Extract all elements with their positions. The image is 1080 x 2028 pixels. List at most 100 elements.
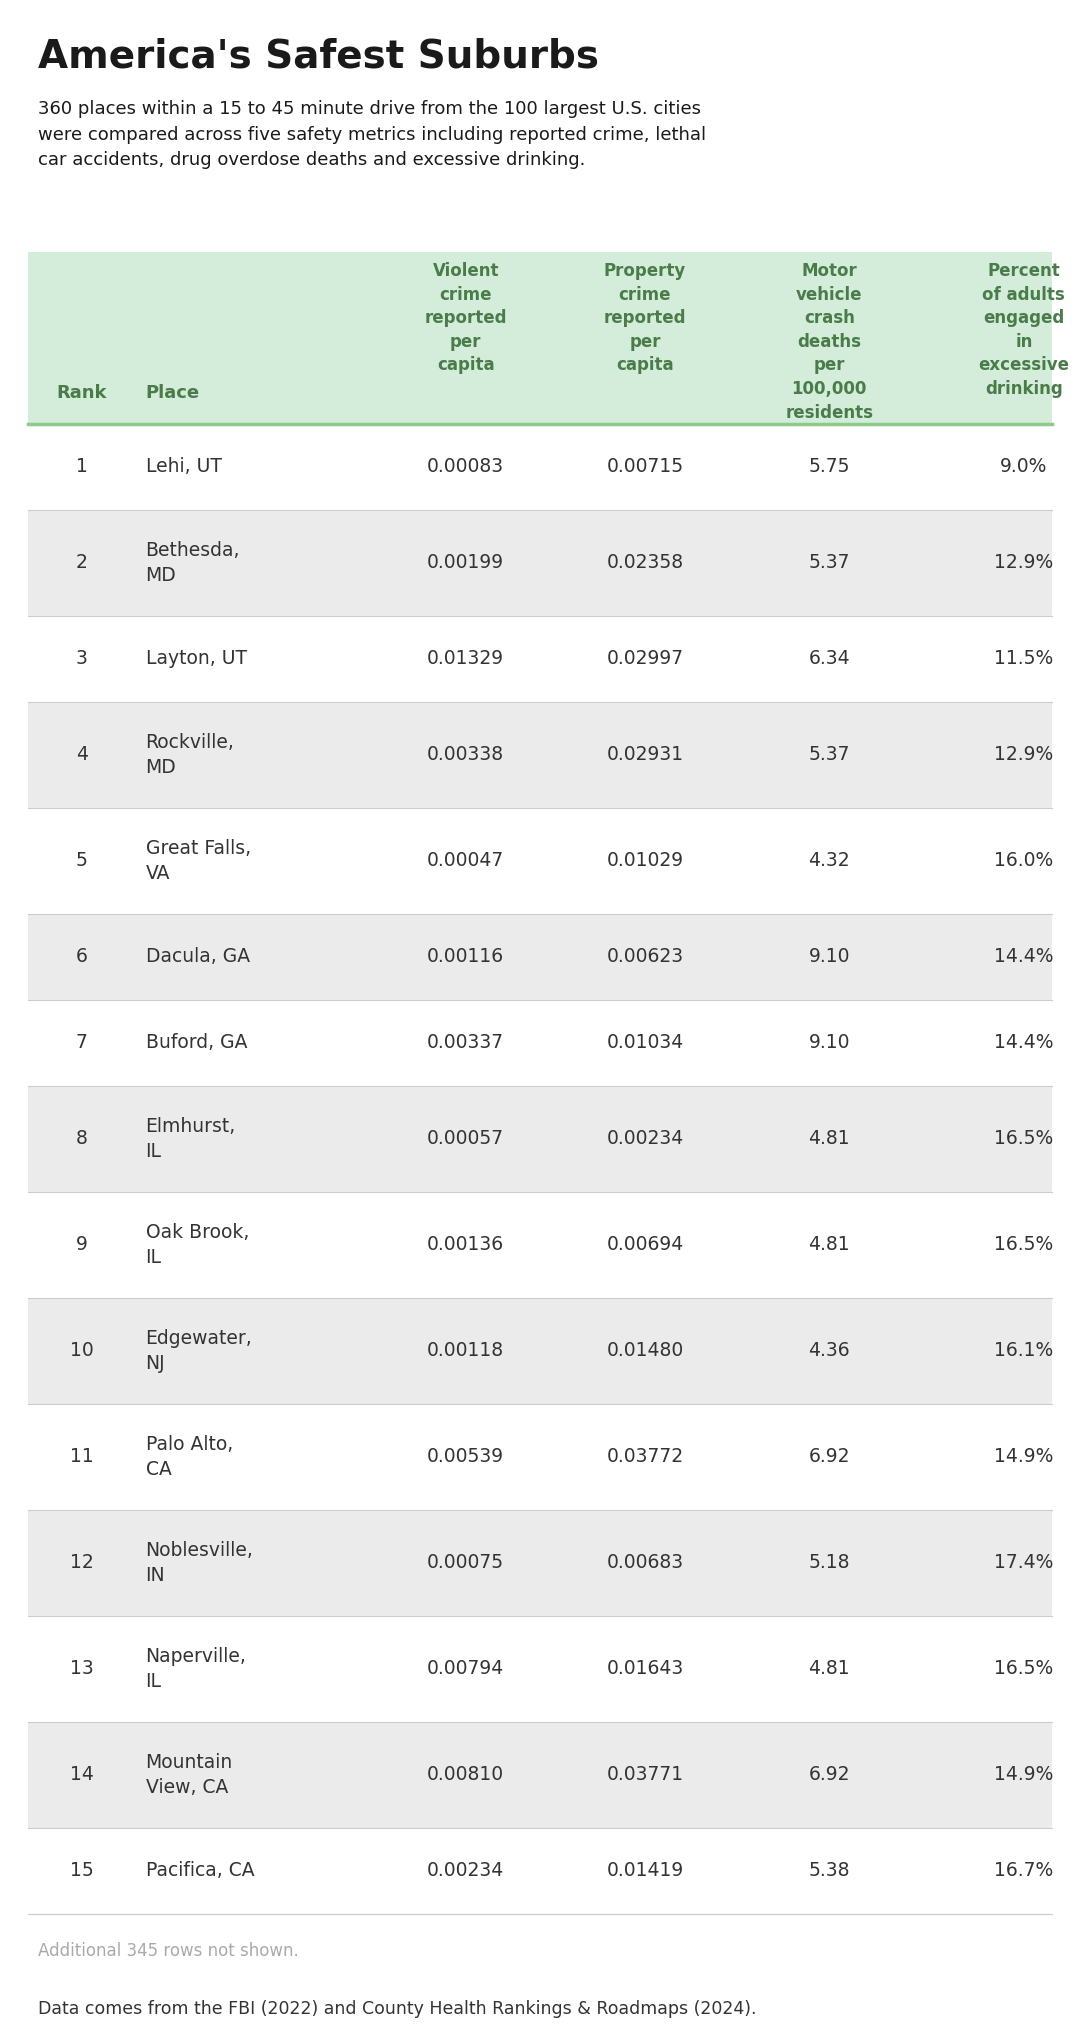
Bar	[28, 1298, 1052, 1403]
Text: 0.00715: 0.00715	[606, 458, 684, 477]
Text: 7: 7	[76, 1034, 87, 1053]
Text: 10: 10	[70, 1341, 94, 1361]
Text: 9.0%: 9.0%	[1000, 458, 1048, 477]
Text: 5.18: 5.18	[809, 1553, 850, 1572]
Text: 5.37: 5.37	[809, 746, 850, 765]
Text: 4.81: 4.81	[809, 1235, 850, 1255]
Text: Additional 345 rows not shown.: Additional 345 rows not shown.	[38, 1943, 299, 1959]
Text: Violent
crime
reported
per
capita: Violent crime reported per capita	[424, 262, 507, 375]
Bar	[28, 702, 1052, 807]
Text: 0.00234: 0.00234	[427, 1862, 504, 1880]
Text: 4.32: 4.32	[809, 852, 850, 870]
Text: 15: 15	[70, 1862, 94, 1880]
Text: 12: 12	[70, 1553, 94, 1572]
Bar	[28, 509, 1052, 617]
Text: 5: 5	[76, 852, 87, 870]
Text: 0.01643: 0.01643	[606, 1659, 684, 1679]
Bar	[28, 617, 1052, 702]
Text: 0.00057: 0.00057	[428, 1130, 504, 1148]
Text: 0.00199: 0.00199	[428, 554, 504, 572]
Text: Motor
vehicle
crash
deaths
per
100,000
residents: Motor vehicle crash deaths per 100,000 r…	[785, 262, 874, 422]
Bar	[28, 251, 1052, 424]
Bar	[28, 1722, 1052, 1827]
Text: 5.75: 5.75	[809, 458, 850, 477]
Text: 0.01419: 0.01419	[606, 1862, 684, 1880]
Text: Layton, UT: Layton, UT	[146, 649, 246, 669]
Text: Palo Alto,
CA: Palo Alto, CA	[146, 1436, 233, 1478]
Text: Naperville,
IL: Naperville, IL	[146, 1647, 246, 1691]
Text: 8: 8	[76, 1130, 87, 1148]
Text: 13: 13	[70, 1659, 94, 1679]
Text: 0.00136: 0.00136	[428, 1235, 504, 1255]
Text: 0.01329: 0.01329	[428, 649, 504, 669]
Text: 0.00083: 0.00083	[428, 458, 504, 477]
Text: 0.02997: 0.02997	[606, 649, 684, 669]
Text: Rockville,
MD: Rockville, MD	[146, 734, 234, 777]
Text: 9.10: 9.10	[809, 1034, 850, 1053]
Text: 0.01480: 0.01480	[606, 1341, 684, 1361]
Bar	[28, 424, 1052, 509]
Text: 14.9%: 14.9%	[995, 1766, 1053, 1785]
Text: Edgewater,
NJ: Edgewater, NJ	[146, 1330, 253, 1373]
Text: 16.5%: 16.5%	[995, 1235, 1053, 1255]
Text: 9: 9	[76, 1235, 87, 1255]
Text: 0.00694: 0.00694	[606, 1235, 684, 1255]
Text: 0.00075: 0.00075	[428, 1553, 504, 1572]
Text: Lehi, UT: Lehi, UT	[146, 458, 221, 477]
Text: 6.34: 6.34	[809, 649, 850, 669]
Text: 6: 6	[76, 947, 87, 967]
Text: 0.00810: 0.00810	[428, 1766, 504, 1785]
Text: 0.03771: 0.03771	[606, 1766, 684, 1785]
Text: Dacula, GA: Dacula, GA	[146, 947, 249, 967]
Bar	[28, 1000, 1052, 1087]
Text: 16.0%: 16.0%	[995, 852, 1053, 870]
Text: 0.00337: 0.00337	[428, 1034, 504, 1053]
Text: Noblesville,
IN: Noblesville, IN	[146, 1541, 254, 1584]
Text: Great Falls,
VA: Great Falls, VA	[146, 840, 251, 882]
Text: 0.00116: 0.00116	[428, 947, 504, 967]
Text: 12.9%: 12.9%	[995, 554, 1053, 572]
Bar	[28, 915, 1052, 1000]
Text: 1: 1	[76, 458, 87, 477]
Text: Bethesda,
MD: Bethesda, MD	[146, 541, 240, 584]
Text: 2: 2	[76, 554, 87, 572]
Text: Oak Brook,
IL: Oak Brook, IL	[146, 1223, 248, 1268]
Bar	[28, 1616, 1052, 1722]
Text: 0.00047: 0.00047	[427, 852, 504, 870]
Bar	[28, 807, 1052, 915]
Text: 17.4%: 17.4%	[995, 1553, 1053, 1572]
Text: 9.10: 9.10	[809, 947, 850, 967]
Text: 4.81: 4.81	[809, 1130, 850, 1148]
Text: 16.5%: 16.5%	[995, 1130, 1053, 1148]
Text: 4.81: 4.81	[809, 1659, 850, 1679]
Bar	[28, 1511, 1052, 1616]
Text: 0.00683: 0.00683	[606, 1553, 684, 1572]
Bar	[28, 1403, 1052, 1511]
Bar	[28, 1827, 1052, 1914]
Text: 360 places within a 15 to 45 minute drive from the 100 largest U.S. cities
were : 360 places within a 15 to 45 minute driv…	[38, 99, 706, 170]
Text: 0.00794: 0.00794	[427, 1659, 504, 1679]
Text: 0.00338: 0.00338	[428, 746, 504, 765]
Text: 0.02358: 0.02358	[606, 554, 684, 572]
Text: 0.03772: 0.03772	[606, 1448, 684, 1466]
Text: 0.02931: 0.02931	[606, 746, 684, 765]
Text: 0.00234: 0.00234	[606, 1130, 684, 1148]
Text: 4: 4	[76, 746, 87, 765]
Text: 16.7%: 16.7%	[995, 1862, 1053, 1880]
Text: Pacifica, CA: Pacifica, CA	[146, 1862, 254, 1880]
Text: Data comes from the FBI (2022) and County Health Rankings & Roadmaps (2024).: Data comes from the FBI (2022) and Count…	[38, 2000, 756, 2018]
Text: Property
crime
reported
per
capita: Property crime reported per capita	[604, 262, 686, 375]
Text: 11.5%: 11.5%	[995, 649, 1053, 669]
Bar	[28, 1192, 1052, 1298]
Text: 6.92: 6.92	[809, 1448, 850, 1466]
Bar	[28, 1087, 1052, 1192]
Text: 0.00623: 0.00623	[606, 947, 684, 967]
Text: 5.38: 5.38	[809, 1862, 850, 1880]
Text: 14.4%: 14.4%	[994, 947, 1054, 967]
Text: 16.1%: 16.1%	[995, 1341, 1053, 1361]
Text: 14: 14	[70, 1766, 94, 1785]
Text: 12.9%: 12.9%	[995, 746, 1053, 765]
Text: 14.9%: 14.9%	[995, 1448, 1053, 1466]
Text: 5.37: 5.37	[809, 554, 850, 572]
Text: Mountain
View, CA: Mountain View, CA	[146, 1754, 233, 1797]
